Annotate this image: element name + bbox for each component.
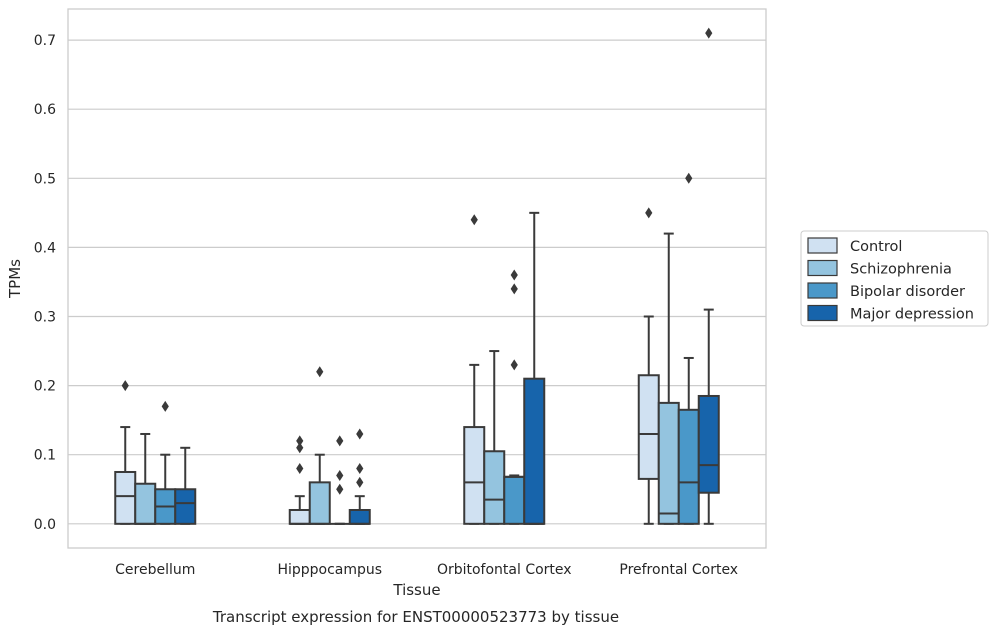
x-tick-labels: Cerebellum Hipppocampus Orbitofontal Corte… (115, 562, 738, 578)
y-axis-label: TPMs (6, 259, 24, 299)
legend-frame (800, 230, 989, 327)
y-tick-label: 0.7 (34, 33, 56, 49)
y-tick-label: 0.1 (34, 448, 56, 464)
box-control (463, 214, 486, 525)
outlier-point (336, 469, 344, 481)
legend-entry: Bipolar disorder (850, 284, 965, 300)
y-tick-label: 0.6 (34, 102, 56, 118)
x-tick-label: Orbitofontal Cortex (437, 562, 572, 578)
box-bipolar-disorder (677, 172, 700, 525)
y-tick-label: 0.3 (34, 310, 56, 326)
outlier-point (685, 172, 693, 184)
box-bipolar-disorder (503, 269, 526, 525)
box-control (288, 435, 311, 525)
outlier-point (336, 435, 344, 447)
legend-swatch (807, 282, 838, 299)
legend-swatch (807, 304, 838, 322)
x-tick-label: Hipppocampus (277, 562, 382, 578)
outlier-point (161, 400, 169, 412)
outlier-point (356, 428, 364, 440)
box-iqr (677, 408, 700, 525)
box-major-depression (523, 211, 546, 525)
outlier-point (705, 27, 713, 39)
outlier-point (296, 435, 304, 447)
outlier-point (470, 214, 478, 226)
box-iqr (348, 508, 371, 525)
y-tick-label: 0.0 (34, 517, 56, 533)
y-tick-label: 0.5 (34, 171, 56, 187)
outlier-point (510, 269, 518, 281)
box-iqr (114, 470, 137, 525)
box-control (114, 380, 137, 525)
outlier-point (336, 483, 344, 495)
outlier-point (510, 283, 518, 295)
outlier-point (296, 463, 304, 475)
box-schizophrenia (134, 432, 157, 525)
box-iqr (523, 377, 546, 525)
box-iqr (483, 450, 506, 525)
y-tick-label: 0.4 (34, 240, 56, 256)
box-major-depression (348, 428, 371, 525)
box-major-depression (697, 27, 720, 525)
outlier-point (316, 366, 324, 378)
box-bipolar-disorder (154, 400, 177, 525)
box-schizophrenia (483, 350, 506, 525)
outlier-point (645, 207, 653, 219)
box-schizophrenia (657, 232, 680, 525)
box-bipolar-disorder (329, 435, 350, 525)
legend-entry: Control (850, 239, 902, 255)
legend-swatch (807, 237, 838, 254)
box-schizophrenia (308, 366, 331, 525)
chart-title: Transcript expression for ENST0000052377… (212, 608, 619, 626)
x-tick-label: Prefrontal Cortex (619, 562, 738, 578)
outlier-point (296, 442, 304, 454)
plot-area-frame (67, 8, 767, 549)
outlier-point (356, 463, 364, 475)
outlier-point (356, 476, 364, 488)
x-axis-label: Tissue (392, 581, 440, 599)
box-control (637, 207, 660, 525)
boxes (114, 27, 720, 525)
box-iqr (503, 475, 526, 525)
box-iqr (637, 374, 660, 480)
box-iqr (174, 488, 197, 525)
legend-entry: Schizophrenia (850, 262, 952, 278)
legend-entry: Major depression (850, 307, 974, 323)
y-tick-label: 0.2 (34, 379, 56, 395)
x-tick-label: Cerebellum (115, 562, 195, 578)
box-major-depression (174, 446, 197, 525)
y-tick-labels: 0.0 0.1 0.2 0.3 0.4 0.5 0.6 0.7 (34, 33, 56, 533)
box-iqr (463, 426, 486, 525)
box-iqr (288, 508, 311, 525)
legend: Control Schizophrenia Bipolar disorder Majo… (800, 230, 989, 327)
box-iqr (657, 401, 680, 525)
legend-swatch (807, 259, 838, 277)
outlier-point (121, 380, 129, 392)
box-iqr (308, 481, 331, 525)
box-iqr (134, 482, 157, 525)
box-iqr (697, 394, 720, 494)
outlier-point (510, 359, 518, 371)
